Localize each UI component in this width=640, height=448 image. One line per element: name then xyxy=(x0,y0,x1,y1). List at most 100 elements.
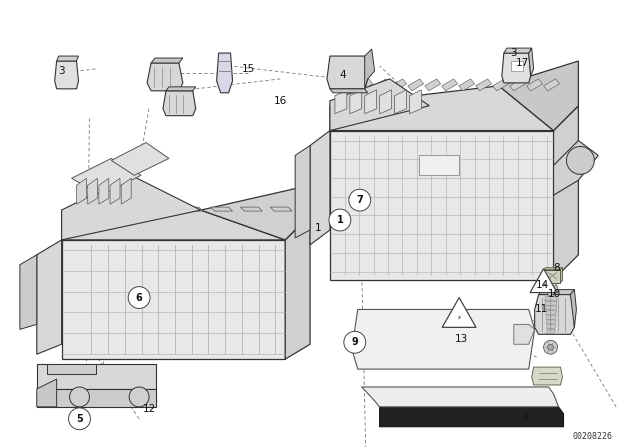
Polygon shape xyxy=(61,240,285,359)
Polygon shape xyxy=(543,270,561,283)
Polygon shape xyxy=(61,210,285,240)
Text: 1: 1 xyxy=(337,215,343,225)
Polygon shape xyxy=(394,90,406,114)
Polygon shape xyxy=(111,142,169,175)
Polygon shape xyxy=(511,61,523,71)
Polygon shape xyxy=(61,175,201,240)
Polygon shape xyxy=(570,289,577,327)
Polygon shape xyxy=(335,90,347,114)
Polygon shape xyxy=(36,389,156,407)
Text: 7: 7 xyxy=(356,195,363,205)
Text: ⚡: ⚡ xyxy=(541,282,546,289)
Polygon shape xyxy=(166,87,196,91)
Text: 14: 14 xyxy=(536,280,549,289)
Polygon shape xyxy=(547,284,559,297)
Polygon shape xyxy=(36,240,61,354)
Text: 10: 10 xyxy=(548,289,561,298)
Text: 12: 12 xyxy=(143,404,156,414)
Polygon shape xyxy=(545,297,557,301)
Polygon shape xyxy=(502,53,531,83)
Text: 5: 5 xyxy=(76,414,83,424)
Polygon shape xyxy=(374,79,390,91)
Polygon shape xyxy=(545,301,557,305)
Polygon shape xyxy=(99,178,109,204)
Polygon shape xyxy=(217,53,232,93)
Circle shape xyxy=(543,340,557,354)
Polygon shape xyxy=(543,79,559,91)
Polygon shape xyxy=(380,90,392,114)
Text: 17: 17 xyxy=(516,58,529,68)
Text: 00208226: 00208226 xyxy=(572,432,612,441)
Polygon shape xyxy=(92,207,113,211)
Polygon shape xyxy=(151,207,173,211)
Polygon shape xyxy=(476,79,492,91)
Polygon shape xyxy=(310,130,330,245)
Polygon shape xyxy=(357,79,372,91)
Polygon shape xyxy=(410,90,421,114)
Polygon shape xyxy=(54,61,79,89)
Polygon shape xyxy=(352,310,534,369)
Polygon shape xyxy=(545,310,557,314)
Polygon shape xyxy=(514,324,534,344)
Polygon shape xyxy=(529,48,534,76)
Polygon shape xyxy=(408,79,424,91)
Polygon shape xyxy=(509,79,525,91)
Polygon shape xyxy=(554,106,579,280)
Polygon shape xyxy=(330,79,429,130)
Polygon shape xyxy=(36,379,57,407)
Circle shape xyxy=(68,408,90,430)
Polygon shape xyxy=(547,329,556,333)
Polygon shape xyxy=(546,320,556,324)
Text: 8: 8 xyxy=(553,263,560,273)
Polygon shape xyxy=(163,91,196,116)
Polygon shape xyxy=(211,207,232,211)
Polygon shape xyxy=(362,387,559,407)
Polygon shape xyxy=(181,207,203,211)
Circle shape xyxy=(344,332,365,353)
Polygon shape xyxy=(36,364,156,389)
Polygon shape xyxy=(391,79,406,91)
Polygon shape xyxy=(241,207,262,211)
Polygon shape xyxy=(419,155,459,175)
Circle shape xyxy=(566,146,595,174)
Polygon shape xyxy=(330,130,554,280)
Polygon shape xyxy=(350,90,362,114)
Polygon shape xyxy=(527,79,543,91)
Polygon shape xyxy=(110,178,120,204)
Polygon shape xyxy=(534,294,575,334)
Text: 4: 4 xyxy=(340,70,346,80)
Polygon shape xyxy=(270,207,292,211)
Polygon shape xyxy=(459,79,475,91)
Polygon shape xyxy=(330,86,554,130)
Polygon shape xyxy=(543,268,563,270)
Polygon shape xyxy=(561,268,563,283)
Text: 9: 9 xyxy=(351,337,358,347)
Polygon shape xyxy=(499,61,579,130)
Text: 15: 15 xyxy=(242,64,255,74)
Polygon shape xyxy=(530,269,557,293)
Polygon shape xyxy=(147,63,183,91)
Polygon shape xyxy=(365,49,374,89)
Text: 13: 13 xyxy=(454,334,468,344)
Polygon shape xyxy=(77,178,86,204)
Polygon shape xyxy=(201,185,310,240)
Text: 2: 2 xyxy=(522,412,529,422)
Text: 6: 6 xyxy=(136,293,143,302)
Polygon shape xyxy=(327,56,368,89)
Polygon shape xyxy=(285,215,310,359)
Polygon shape xyxy=(545,306,557,310)
Polygon shape xyxy=(547,325,556,329)
Circle shape xyxy=(129,387,149,407)
Polygon shape xyxy=(504,48,532,53)
Polygon shape xyxy=(47,364,97,374)
Polygon shape xyxy=(121,207,143,211)
Polygon shape xyxy=(365,90,377,114)
Polygon shape xyxy=(532,367,563,385)
Polygon shape xyxy=(121,178,131,204)
Polygon shape xyxy=(88,178,98,204)
Circle shape xyxy=(128,287,150,309)
Text: 16: 16 xyxy=(274,96,287,106)
Text: 1: 1 xyxy=(315,223,321,233)
Text: 3: 3 xyxy=(511,48,517,58)
Circle shape xyxy=(548,344,554,350)
